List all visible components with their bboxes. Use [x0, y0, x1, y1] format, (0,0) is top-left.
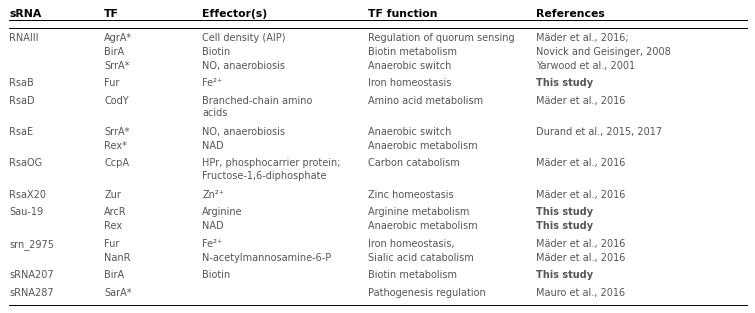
Text: This study: This study: [536, 207, 593, 217]
Text: RNAIII: RNAIII: [9, 33, 39, 43]
Text: RsaE: RsaE: [9, 127, 33, 137]
Text: Biotin: Biotin: [202, 47, 230, 57]
Text: Mäder et al., 2016: Mäder et al., 2016: [536, 96, 625, 106]
Text: Mäder et al., 2016: Mäder et al., 2016: [536, 190, 625, 200]
Text: Carbon catabolism: Carbon catabolism: [368, 158, 461, 168]
Text: Iron homeostasis: Iron homeostasis: [368, 78, 451, 88]
Text: Rex: Rex: [104, 221, 122, 231]
Text: RsaX20: RsaX20: [9, 190, 46, 200]
Text: Fe²⁺: Fe²⁺: [202, 239, 223, 249]
Text: This study: This study: [536, 270, 593, 280]
Text: srn_2975: srn_2975: [9, 239, 54, 249]
Text: Mauro et al., 2016: Mauro et al., 2016: [536, 288, 625, 298]
Text: Branched-chain amino
acids: Branched-chain amino acids: [202, 96, 313, 118]
Text: Anaerobic switch: Anaerobic switch: [368, 127, 451, 137]
Text: Mäder et al., 2016;: Mäder et al., 2016;: [536, 33, 629, 43]
Text: NAD: NAD: [202, 141, 224, 151]
Text: BirA: BirA: [104, 47, 125, 57]
Text: Zur: Zur: [104, 190, 121, 200]
Text: Mäder et al., 2016: Mäder et al., 2016: [536, 239, 625, 249]
Text: SrrA*: SrrA*: [104, 61, 130, 71]
Text: NO, anaerobiosis: NO, anaerobiosis: [202, 61, 285, 71]
Text: Pathogenesis regulation: Pathogenesis regulation: [368, 288, 486, 298]
Text: sRNA287: sRNA287: [9, 288, 54, 298]
Text: sRNA: sRNA: [9, 9, 42, 19]
Text: AgrA*: AgrA*: [104, 33, 132, 43]
Text: RsaD: RsaD: [9, 96, 35, 106]
Text: BirA: BirA: [104, 270, 125, 280]
Text: Sialic acid catabolism: Sialic acid catabolism: [368, 253, 474, 263]
Text: Cell density (AIP): Cell density (AIP): [202, 33, 286, 43]
Text: NAD: NAD: [202, 221, 224, 231]
Text: RsaOG: RsaOG: [9, 158, 42, 168]
Text: Biotin metabolism: Biotin metabolism: [368, 47, 458, 57]
Text: NO, anaerobiosis: NO, anaerobiosis: [202, 127, 285, 137]
Text: Effector(s): Effector(s): [202, 9, 267, 19]
Text: Fur: Fur: [104, 78, 119, 88]
Text: HPr, phosphocarrier protein;
Fructose-1,6-diphosphate: HPr, phosphocarrier protein; Fructose-1,…: [202, 158, 341, 181]
Text: Zinc homeostasis: Zinc homeostasis: [368, 190, 454, 200]
Text: References: References: [536, 9, 605, 19]
Text: Iron homeostasis,: Iron homeostasis,: [368, 239, 455, 249]
Text: Novick and Geisinger, 2008: Novick and Geisinger, 2008: [536, 47, 670, 57]
Text: Biotin: Biotin: [202, 270, 230, 280]
Text: Anaerobic metabolism: Anaerobic metabolism: [368, 221, 478, 231]
Text: Rex*: Rex*: [104, 141, 127, 151]
Text: Biotin metabolism: Biotin metabolism: [368, 270, 458, 280]
Text: Zn²⁺: Zn²⁺: [202, 190, 224, 200]
Text: Yarwood et al., 2001: Yarwood et al., 2001: [536, 61, 635, 71]
Text: Fe²⁺: Fe²⁺: [202, 78, 223, 88]
Text: This study: This study: [536, 221, 593, 231]
Text: This study: This study: [536, 78, 593, 88]
Text: N-acetylmannosamine-6-P: N-acetylmannosamine-6-P: [202, 253, 331, 263]
Text: TF function: TF function: [368, 9, 438, 19]
Text: sRNA207: sRNA207: [9, 270, 54, 280]
Text: Arginine: Arginine: [202, 207, 243, 217]
Text: Mäder et al., 2016: Mäder et al., 2016: [536, 253, 625, 263]
Text: CcpA: CcpA: [104, 158, 129, 168]
Text: Fur: Fur: [104, 239, 119, 249]
Text: Anaerobic metabolism: Anaerobic metabolism: [368, 141, 478, 151]
Text: Arginine metabolism: Arginine metabolism: [368, 207, 470, 217]
Text: SrrA*: SrrA*: [104, 127, 130, 137]
Text: Durand et al., 2015, 2017: Durand et al., 2015, 2017: [536, 127, 662, 137]
Text: Regulation of quorum sensing: Regulation of quorum sensing: [368, 33, 515, 43]
Text: Anaerobic switch: Anaerobic switch: [368, 61, 451, 71]
Text: CodY: CodY: [104, 96, 129, 106]
Text: Sau-19: Sau-19: [9, 207, 43, 217]
Text: ArcR: ArcR: [104, 207, 127, 217]
Text: Amino acid metabolism: Amino acid metabolism: [368, 96, 483, 106]
Text: Mäder et al., 2016: Mäder et al., 2016: [536, 158, 625, 168]
Text: SarA*: SarA*: [104, 288, 131, 298]
Text: NanR: NanR: [104, 253, 131, 263]
Text: TF: TF: [104, 9, 119, 19]
Text: RsaB: RsaB: [9, 78, 34, 88]
